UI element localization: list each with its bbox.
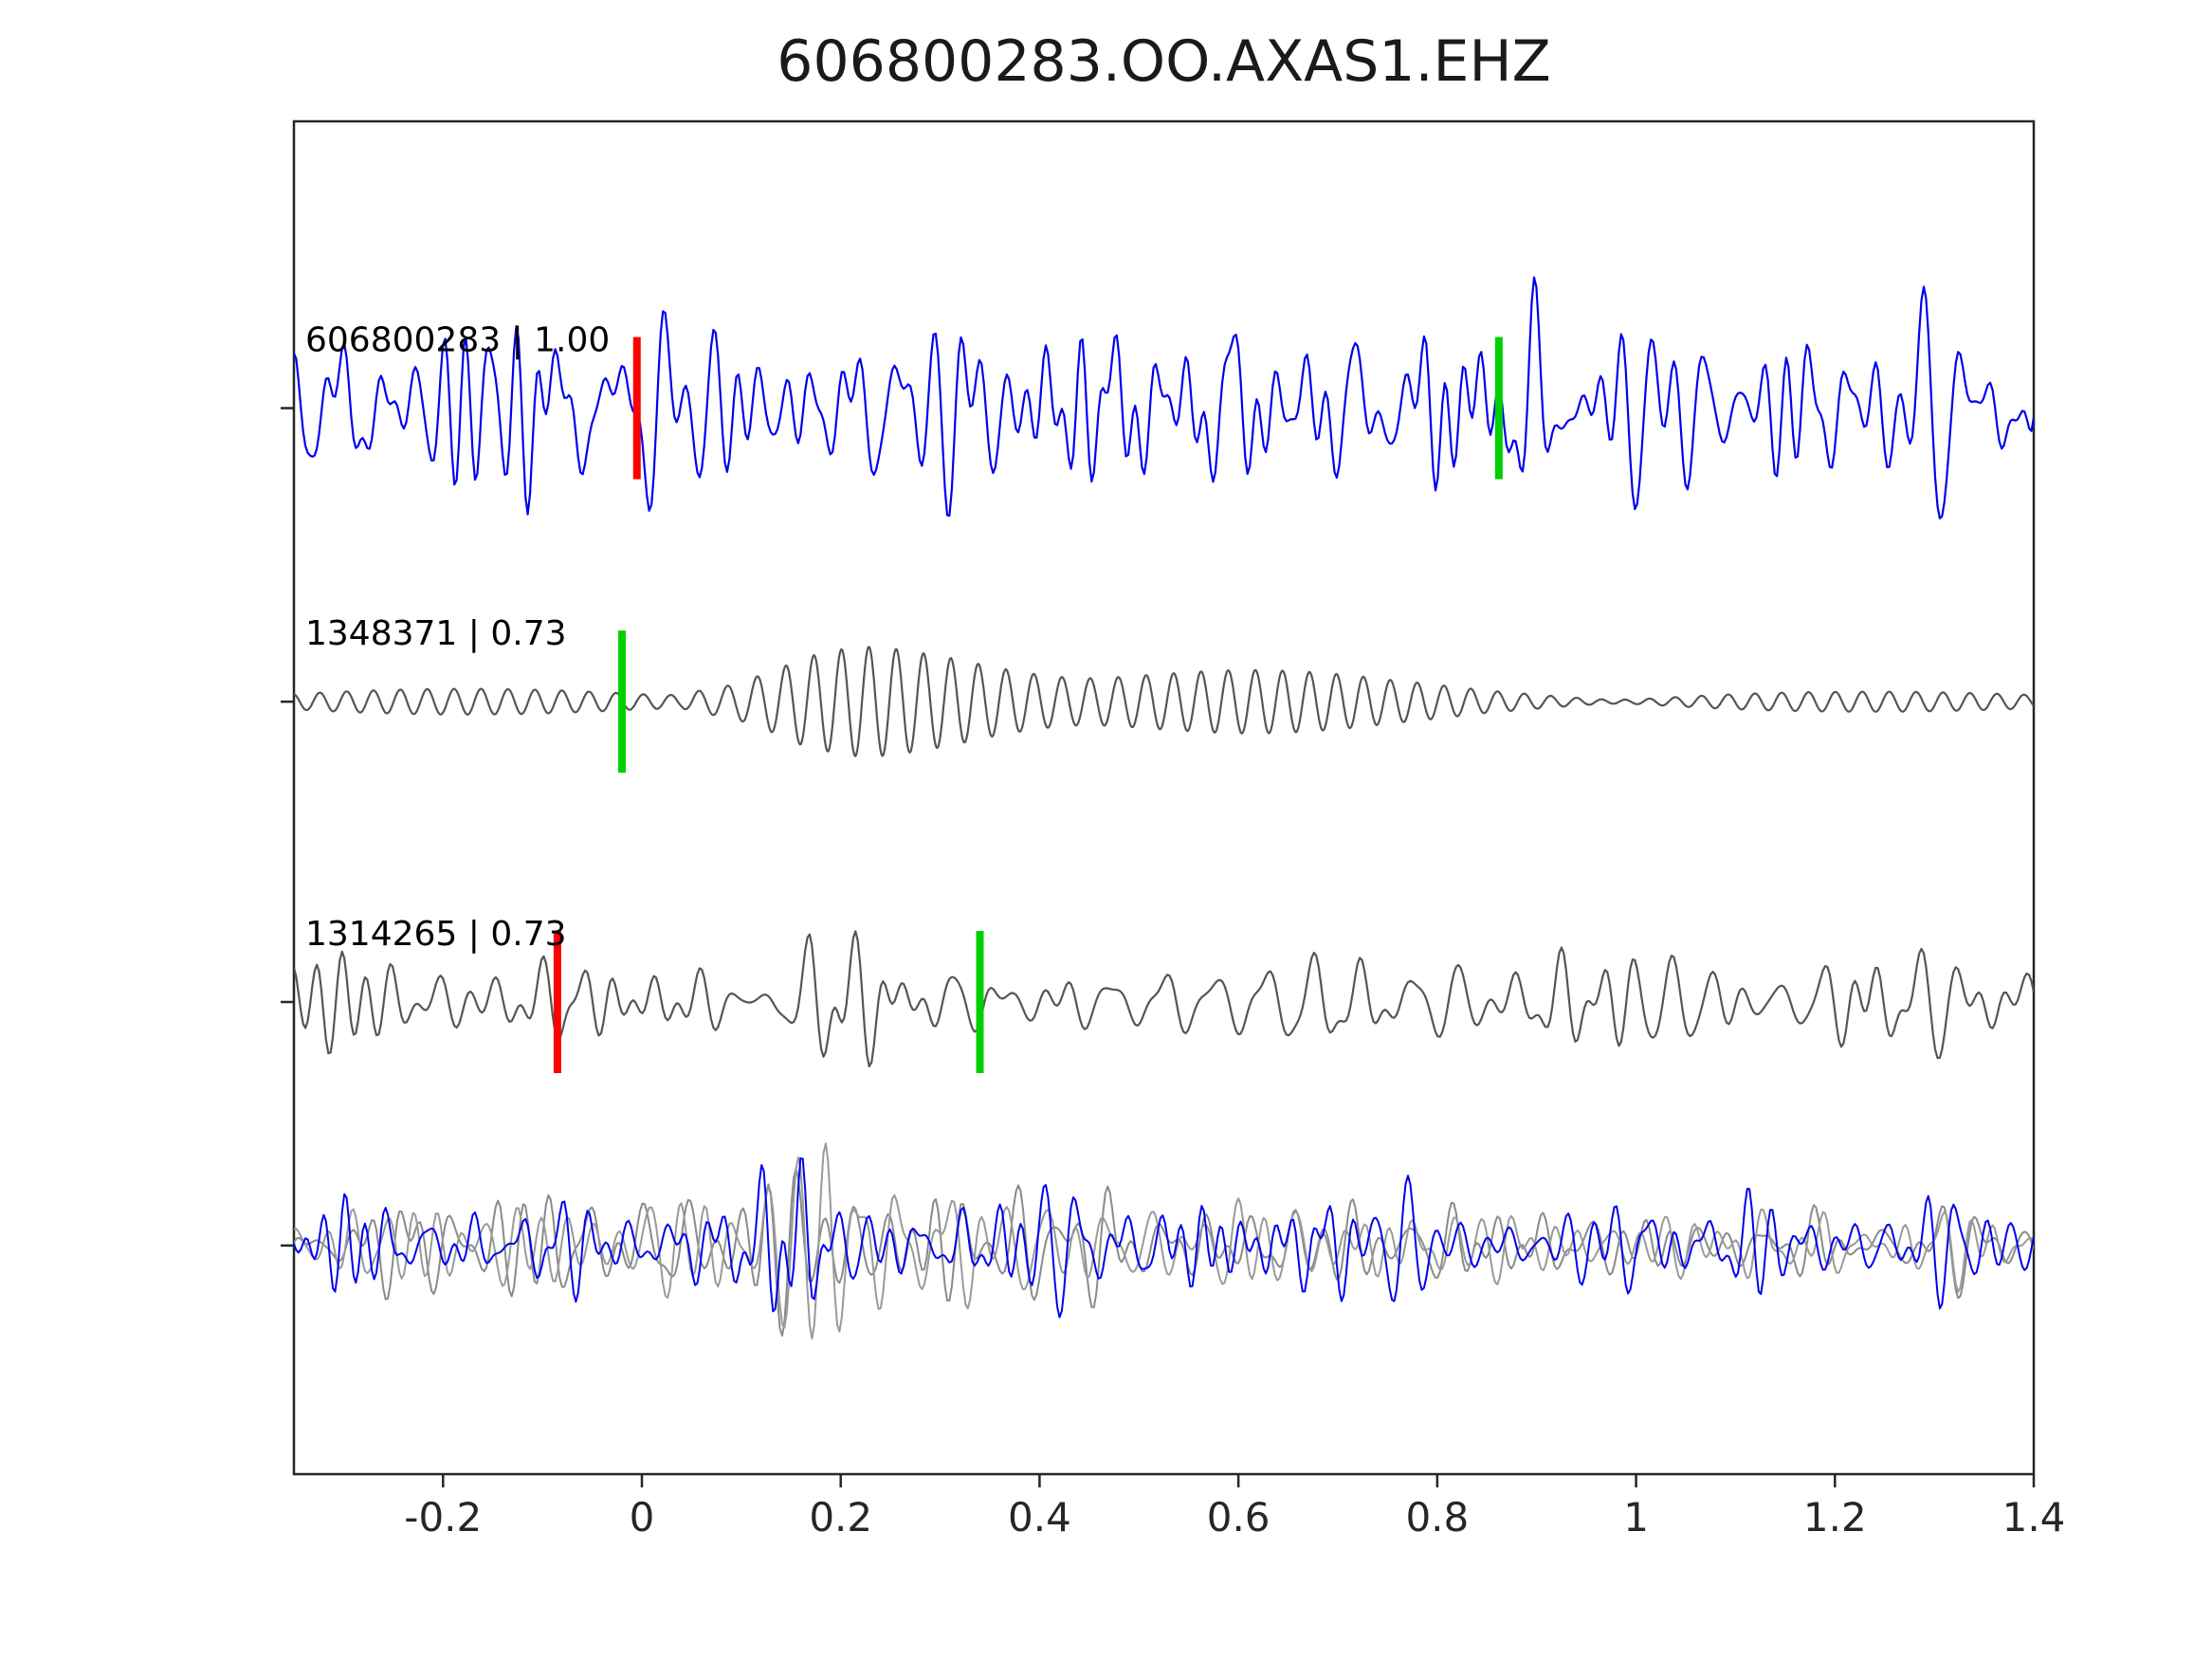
- x-tick-label: 0.4: [1008, 1494, 1071, 1540]
- trace-label-1314265: 1314265 | 0.73: [305, 915, 567, 954]
- plot-border: [292, 119, 2036, 1476]
- traces-group: [294, 276, 2034, 1340]
- x-tick-label: 1.4: [2002, 1494, 2066, 1540]
- trace-overlay-gray-b: [294, 1142, 2034, 1340]
- trace-label-606800283: 606800283 | 1.00: [305, 321, 610, 360]
- x-tick-label: 0.6: [1207, 1494, 1271, 1540]
- trace-1314265: [294, 930, 2034, 1068]
- trace-label-1348371: 1348371 | 0.73: [305, 614, 567, 653]
- trace-606800283: [294, 276, 2034, 520]
- x-tick-label: 1.2: [1803, 1494, 1867, 1540]
- x-tick-label: 0: [630, 1494, 655, 1540]
- trace-1348371: [294, 646, 2034, 757]
- trace-overlay-gray-a: [294, 1168, 2034, 1337]
- chart-title: 606800283.OO.AXAS1.EHZ: [777, 28, 1551, 95]
- x-tick-label: 1: [1623, 1494, 1649, 1540]
- trace-overlay-blue: [294, 1157, 2034, 1319]
- x-tick-label: 0.8: [1405, 1494, 1469, 1540]
- x-tick-label: -0.2: [404, 1494, 482, 1540]
- x-tick-label: 0.2: [809, 1494, 872, 1540]
